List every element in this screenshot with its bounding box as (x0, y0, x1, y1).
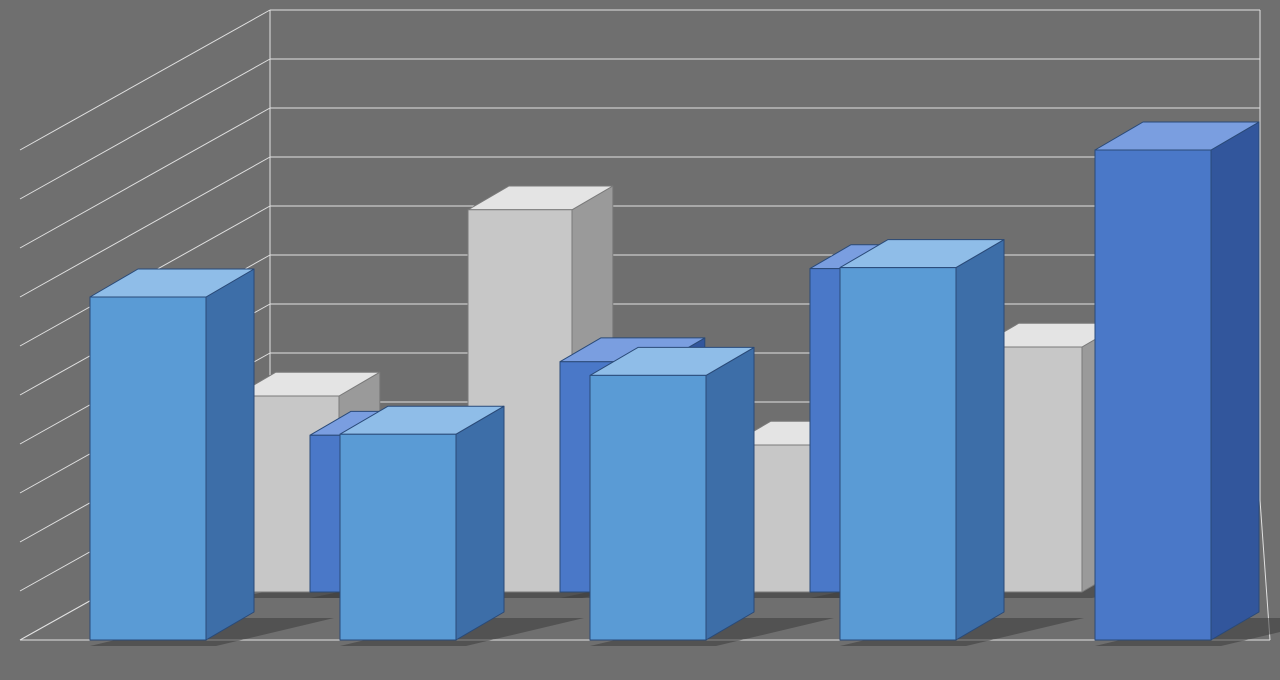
front-bar-4-front (1095, 150, 1211, 640)
front-bar-3-side (956, 240, 1004, 640)
front-bar-4-side (1211, 122, 1259, 640)
front-bar-1-side (456, 406, 504, 640)
front-bar-0-side (206, 269, 254, 640)
front-bar-3-front (840, 268, 956, 640)
front-bar-2-front (590, 375, 706, 640)
front-bar-0-front (90, 297, 206, 640)
bar-chart-3d (0, 0, 1280, 680)
front-bar-2-side (706, 347, 754, 640)
front-bar-1-front (340, 434, 456, 640)
